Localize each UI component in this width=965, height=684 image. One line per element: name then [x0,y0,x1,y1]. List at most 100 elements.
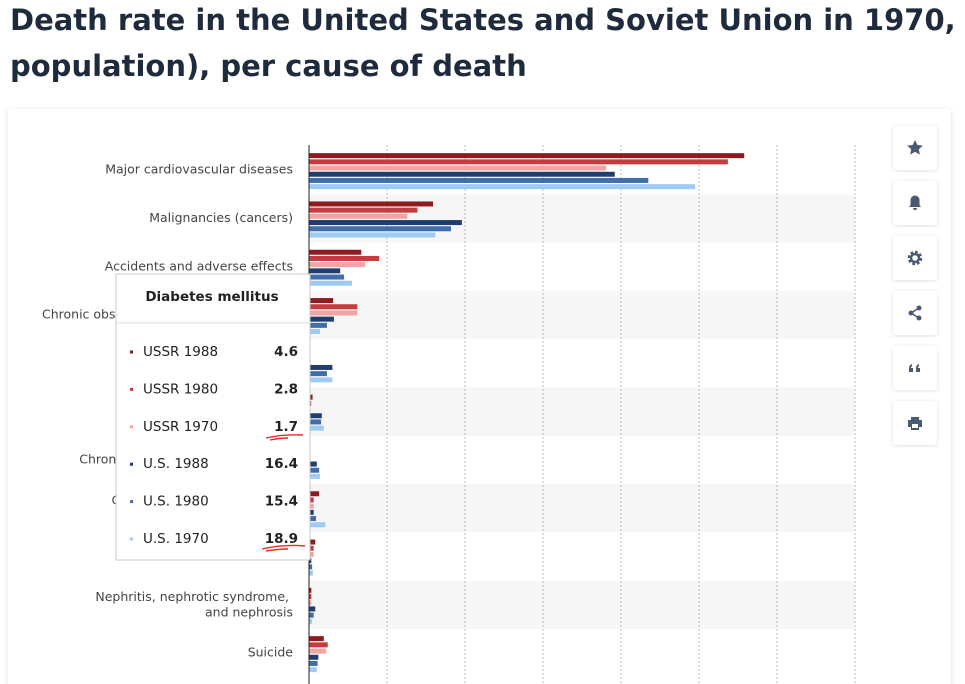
chart-title: population), per cause of death [10,49,527,83]
bar [309,473,320,479]
bar [309,213,408,219]
bar [309,491,320,497]
chart-title: Death rate in the United States and Sovi… [10,3,965,37]
bar [309,255,380,261]
bar [309,551,314,557]
bar [309,461,317,467]
tooltip-series: USSR 1988 [143,344,218,360]
bar [309,636,324,642]
tooltip-series: U.S. 1988 [143,456,209,472]
bar [309,413,322,419]
bar [309,516,317,522]
tooltip-value: 15.4 [265,494,298,510]
bar [309,377,333,383]
annotation [261,434,306,552]
print-button[interactable] [893,401,937,445]
share-button[interactable] [893,291,937,335]
bar [309,262,366,268]
bar [309,310,358,316]
bar [309,594,312,600]
tooltip-value: 18.9 [265,531,298,547]
bar [309,509,314,515]
bar [309,159,728,165]
bar [309,232,436,238]
tooltip-series: U.S. 1970 [143,531,209,547]
bar [309,371,327,377]
bar [309,539,316,545]
tooltip-series: USSR 1980 [143,381,218,397]
bar [309,322,327,328]
tooltip-value: 16.4 [265,456,298,472]
cite-button[interactable] [893,346,937,390]
bar [309,425,324,431]
bar [309,280,352,286]
bar [309,364,333,370]
bar [309,201,434,207]
tooltip-box [115,273,311,561]
tooltip-value: 4.6 [274,344,298,360]
y-tick-label: Accidents and adverse effects [105,258,293,273]
plot: Major cardiovascular diseases Malignancie… [42,145,856,684]
legend-swatch [130,387,133,391]
tooltip: Diabetes mellitus USSR 1988 4.6 USSR 1980 2.… [115,273,311,561]
bar [309,274,345,280]
tooltip-value: 1.7 [274,419,298,435]
bar [309,606,316,612]
bar [309,207,418,213]
bar [309,171,615,177]
bar [309,497,314,503]
toolbar [893,126,937,445]
bar [309,642,328,648]
bar [309,249,362,255]
settings-button[interactable] [893,236,937,280]
legend-swatch [130,425,133,429]
bar [309,184,696,190]
bar [309,618,313,624]
bar [309,600,312,606]
bar [309,153,745,159]
bar [309,667,317,673]
legend-swatch [130,350,133,354]
notify-button[interactable] [893,181,937,225]
tooltip-title: Diabetes mellitus [145,289,278,305]
tooltip-series: USSR 1970 [143,419,218,435]
y-tick-label: Major cardiovascular diseases [105,162,293,177]
y-tick-label: Nephritis, nephrotic syndrome, and nephr… [95,589,293,620]
legend-swatch [130,537,133,541]
tooltip-series: U.S. 1980 [143,494,209,510]
bar [309,394,313,400]
bar [309,304,358,310]
row-band [309,290,855,340]
bar [309,612,314,618]
bar [309,316,334,322]
title: Death rate in the United States and Sovi… [10,3,965,83]
bar [309,522,326,528]
bar [309,564,313,570]
bar [309,570,313,576]
y-tick-label: Malignancies (cancers) [149,210,293,225]
row-band [309,387,855,436]
bar [309,220,462,226]
bar [309,298,334,304]
bar [309,558,312,564]
bar [309,165,607,171]
bar [309,177,649,183]
bar [309,329,320,335]
legend-swatch [130,462,133,466]
bar [309,545,314,551]
row-band [309,580,855,629]
bar [309,503,314,509]
bar [309,419,322,425]
legend-swatch [130,500,133,504]
bar [309,226,451,232]
bar [309,660,318,666]
bar [309,648,327,654]
bar [309,587,312,593]
bar [309,654,319,660]
row-band [309,484,855,533]
y-tick-label: Suicide [248,645,294,660]
bar [309,467,320,473]
favorite-button[interactable] [893,126,937,170]
tooltip-value: 2.8 [274,381,298,397]
